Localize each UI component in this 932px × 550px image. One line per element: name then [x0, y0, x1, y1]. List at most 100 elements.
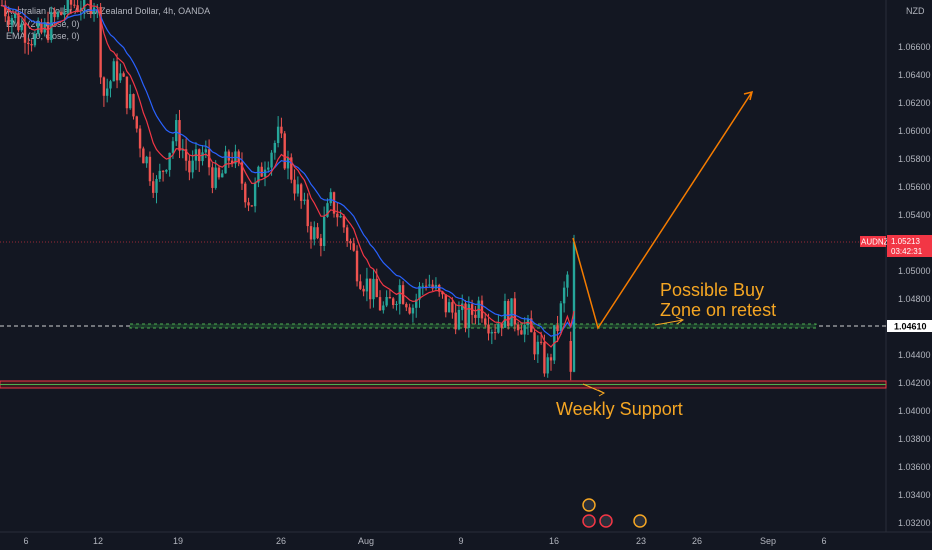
- candle-body: [362, 288, 365, 292]
- y-tick-label: 1.06200: [898, 98, 931, 108]
- candle-body: [119, 73, 122, 81]
- candle-body: [112, 61, 115, 82]
- x-tick-label: Aug: [358, 536, 374, 546]
- candle-body: [303, 199, 306, 201]
- candle-body: [250, 205, 254, 207]
- candle-body: [533, 332, 536, 355]
- ema-20-line: [1, 4, 575, 337]
- candle-body: [135, 116, 138, 129]
- event-icon[interactable]: [599, 514, 613, 528]
- candle-body: [559, 303, 563, 332]
- candle-body: [500, 323, 503, 328]
- candle-body: [43, 22, 46, 33]
- candle-body: [13, 13, 17, 19]
- candle-body: [240, 162, 244, 184]
- last-price-tag: [887, 235, 932, 257]
- candle-body: [572, 241, 576, 372]
- chart-title: Australian Dollar / New Zealand Dollar, …: [6, 6, 210, 16]
- y-tick-label: 1.04000: [898, 406, 931, 416]
- event-icon[interactable]: [582, 498, 596, 512]
- x-tick-label: 9: [458, 536, 463, 546]
- symbol-tag-box[interactable]: [860, 236, 886, 247]
- candle-body: [562, 287, 566, 304]
- candle-body: [270, 152, 273, 168]
- candle-body: [454, 312, 457, 330]
- x-tick-label: 26: [692, 536, 702, 546]
- candle-body: [290, 157, 293, 180]
- event-icon[interactable]: [582, 514, 596, 528]
- candle-body: [539, 341, 543, 343]
- x-axis-ticks: 6 12 19 26 Aug 9 16 23 26 Sep 6: [23, 536, 826, 546]
- candle-body: [391, 298, 395, 305]
- candle-body: [421, 285, 424, 287]
- candle-body: [33, 33, 37, 46]
- candle-body: [181, 149, 185, 151]
- candle-body: [480, 300, 484, 319]
- x-tick-label: 23: [636, 536, 646, 546]
- candle-body: [82, 0, 86, 10]
- candle-body: [556, 325, 559, 332]
- candle-body: [27, 42, 30, 45]
- candle-body: [79, 9, 83, 11]
- candle-body: [316, 227, 319, 239]
- candle-body: [109, 81, 112, 89]
- projection-path[interactable]: [572, 91, 753, 330]
- candle-body: [332, 192, 336, 214]
- candle-body: [283, 133, 286, 169]
- buy-zone-box[interactable]: [129, 323, 817, 329]
- candle-body: [161, 170, 165, 172]
- candle-body: [339, 215, 342, 218]
- legend-ema-20: EMA (20, close, 0): [6, 19, 80, 29]
- candle-body: [142, 148, 145, 164]
- y-tick-label: 1.05600: [898, 182, 931, 192]
- candle-body: [20, 23, 23, 31]
- candle-body: [457, 309, 461, 330]
- event-icon[interactable]: [633, 514, 647, 528]
- y-tick-label: 1.03600: [898, 462, 931, 472]
- candle-body: [365, 278, 369, 292]
- candle-body: [424, 285, 428, 287]
- y-tick-label: 1.05400: [898, 210, 931, 220]
- candle-body: [368, 278, 372, 300]
- candle-body: [546, 357, 549, 374]
- candle-body: [411, 307, 415, 314]
- projection-arrowhead: [743, 90, 754, 101]
- y-tick-label: 1.03800: [898, 434, 931, 444]
- event-icons[interactable]: [582, 498, 647, 528]
- candle-body: [125, 76, 129, 109]
- candle-body: [66, 0, 69, 13]
- candle-body: [237, 151, 240, 163]
- crosshair-price-tag: [887, 320, 932, 332]
- candle-body: [227, 151, 231, 161]
- candle-body: [378, 297, 382, 311]
- candle-body: [224, 151, 227, 174]
- candle-body: [326, 203, 329, 217]
- candle-body: [221, 173, 224, 178]
- y-axis-ticks: 1.06600 1.06400 1.06200 1.06000 1.05800 1.056…: [898, 42, 931, 528]
- candle-body: [444, 294, 447, 313]
- y-tick-label: 1.03400: [898, 490, 931, 500]
- y-tick-label: 1.05800: [898, 154, 931, 164]
- annotation-zone-retest: Zone on retest: [660, 300, 776, 320]
- candle-body: [30, 44, 33, 46]
- price-axis-currency: NZD: [906, 6, 925, 16]
- candle-body: [4, 5, 7, 17]
- candle-body: [40, 22, 43, 33]
- candle-body: [257, 166, 260, 183]
- candle-body: [484, 318, 487, 325]
- candle-body: [148, 156, 152, 182]
- candle-body: [359, 281, 362, 289]
- candle-body: [349, 241, 352, 244]
- candle-body: [507, 301, 510, 327]
- x-tick-label: 26: [276, 536, 286, 546]
- last-price-value: 1.05213: [891, 237, 920, 246]
- candle-body: [510, 298, 513, 327]
- candle-body: [306, 199, 309, 227]
- candle-body: [138, 128, 142, 149]
- candle-body: [152, 181, 155, 193]
- buy-zone-arrowhead: [675, 316, 685, 325]
- x-tick-label: 6: [23, 536, 28, 546]
- candle-body: [569, 341, 572, 372]
- x-tick-label: 6: [821, 536, 826, 546]
